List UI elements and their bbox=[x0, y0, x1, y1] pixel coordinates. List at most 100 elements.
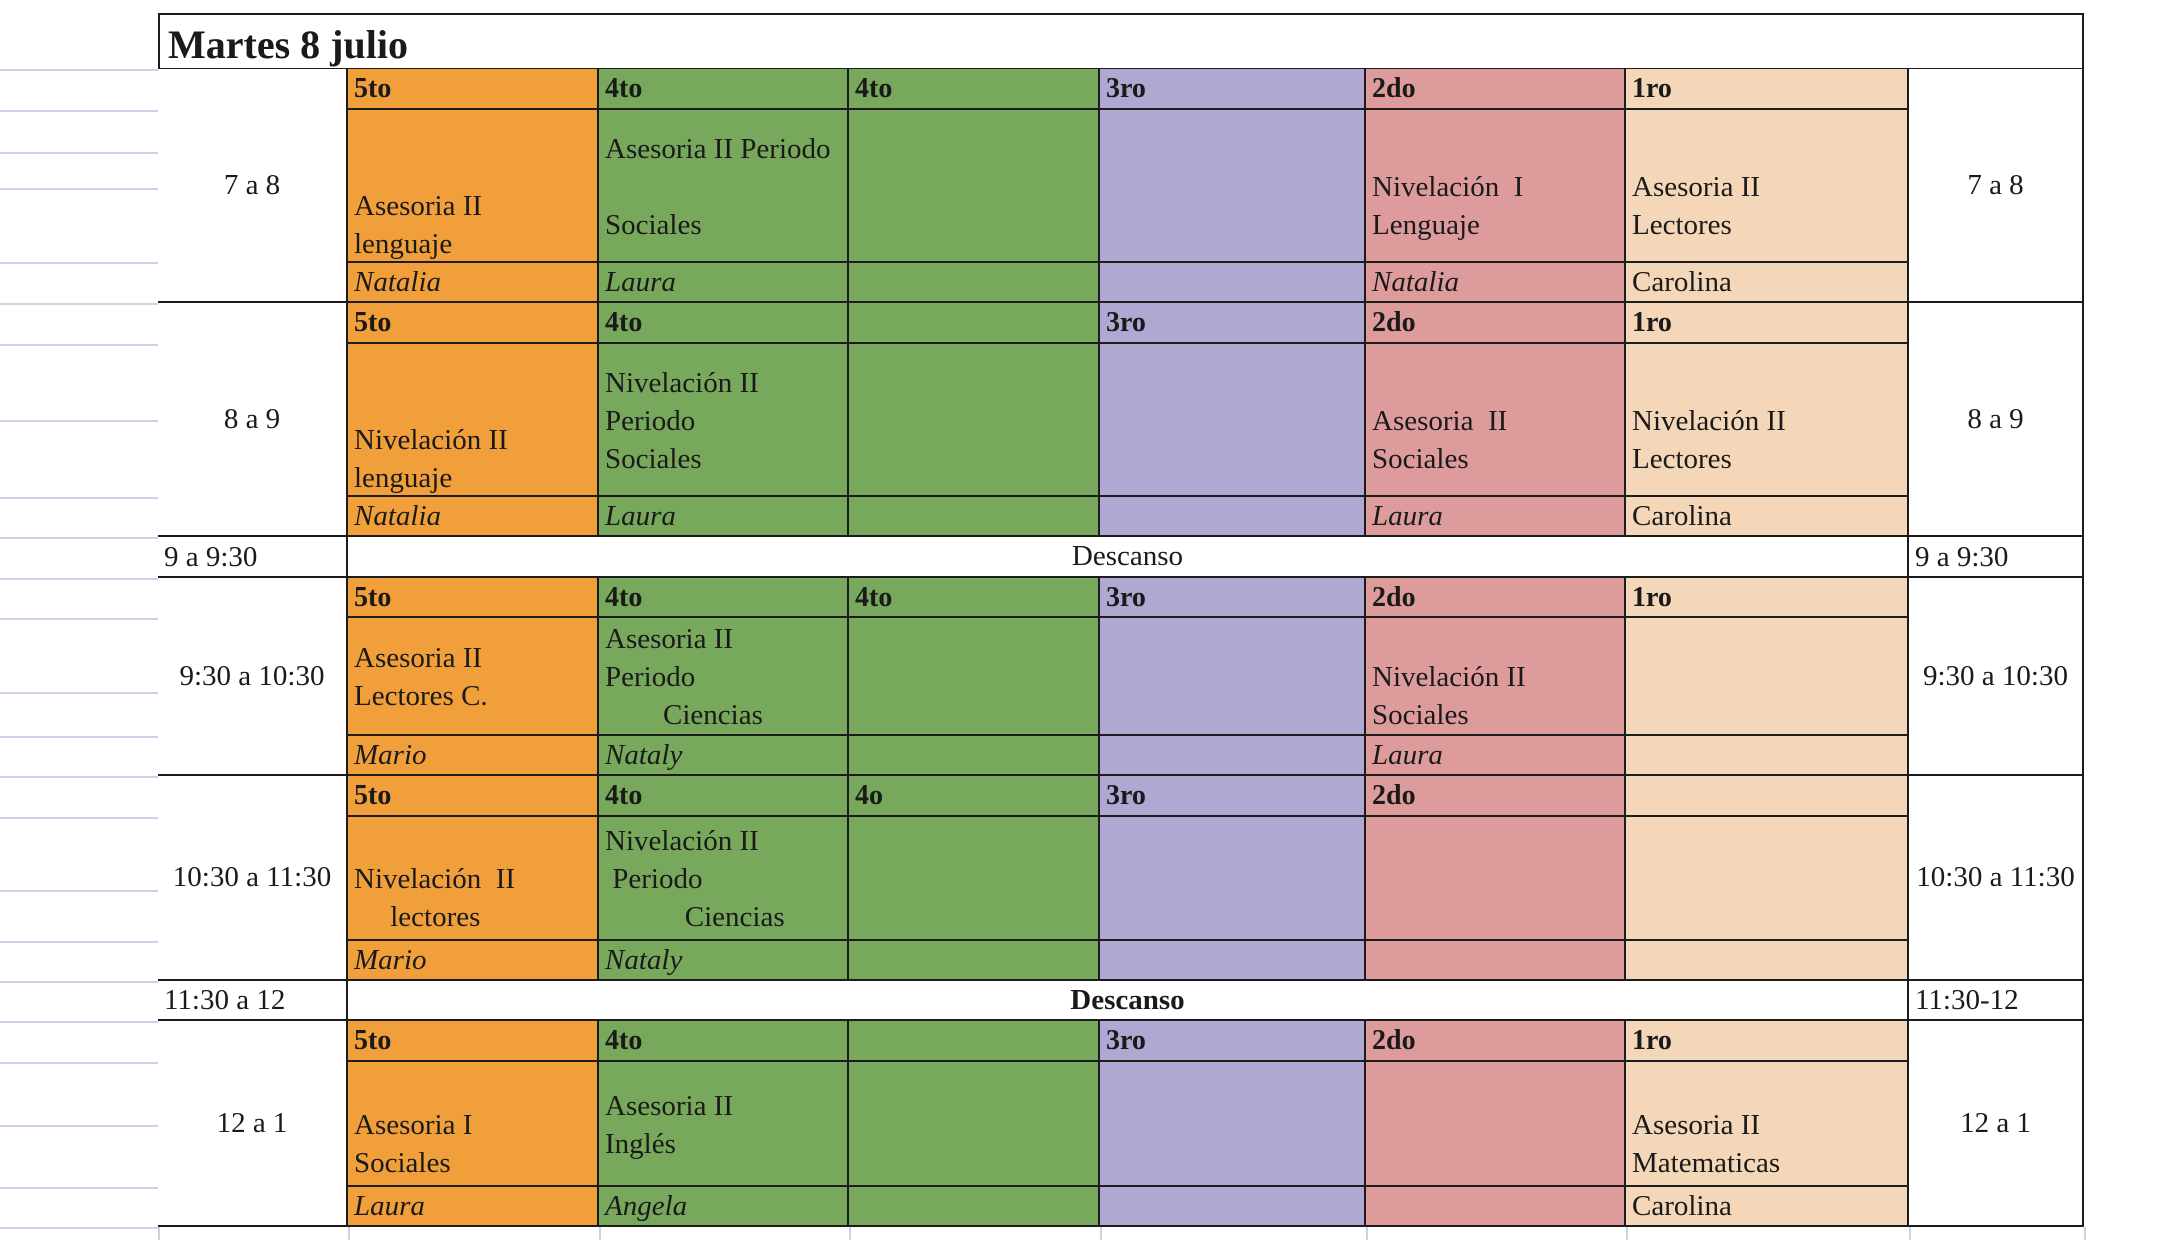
subject-cell: Nivelación II Periodo Ciencias bbox=[599, 817, 849, 941]
teacher-name: Natalia bbox=[348, 497, 599, 537]
gridline-v bbox=[849, 1227, 851, 1240]
gridline-v bbox=[348, 1227, 350, 1240]
time-slot-right: 7 a 8 bbox=[1909, 69, 2084, 303]
subject-line: Nivelación I bbox=[1372, 171, 1524, 203]
subject-cell: Asesoria II Lectores bbox=[1626, 110, 1909, 263]
teacher-name: Carolina bbox=[1626, 497, 1909, 537]
grade-label: 5to bbox=[348, 69, 599, 110]
time-slot-right: 12 a 1 bbox=[1909, 1021, 2084, 1227]
subject-line: Asesoria II bbox=[1632, 171, 1761, 203]
subject-cell: Asesoria I Sociales bbox=[348, 1062, 599, 1187]
subject-cell: Nivelación II Sociales bbox=[1366, 618, 1626, 736]
subject-cell bbox=[1626, 817, 1909, 941]
teacher-name bbox=[1626, 941, 1909, 981]
subject-line: Ciencias bbox=[605, 901, 785, 933]
break-time-label: 9 a 9:30 bbox=[164, 540, 258, 573]
subject-line: Nivelación II bbox=[1632, 405, 1786, 437]
subject-line: Lectores bbox=[1632, 209, 1732, 241]
teacher-name: Nataly bbox=[599, 736, 849, 776]
subject-line: Nivelación II bbox=[354, 863, 516, 895]
teacher-name: Laura bbox=[1366, 497, 1626, 537]
teacher-name: Carolina bbox=[1626, 1187, 1909, 1227]
break-time-left: 9 a 9:30 bbox=[158, 537, 348, 578]
subject-cell bbox=[849, 1062, 1100, 1187]
teacher-name bbox=[1100, 1187, 1366, 1227]
grade-label: 1ro bbox=[1626, 69, 1909, 110]
time-slot-left: 10:30 a 11:30 bbox=[158, 776, 348, 981]
subject-cell bbox=[849, 817, 1100, 941]
subject-line: Matematicas bbox=[1632, 1147, 1781, 1179]
subject-cell bbox=[1366, 1062, 1626, 1187]
subject-line bbox=[354, 345, 591, 383]
teacher-name: Laura bbox=[1366, 736, 1626, 776]
gridline bbox=[0, 1125, 158, 1127]
teacher-name bbox=[1100, 736, 1366, 776]
teacher-name bbox=[1626, 736, 1909, 776]
teacher-name: Natalia bbox=[1366, 263, 1626, 303]
teacher-name bbox=[1366, 1187, 1626, 1227]
teacher-name: Laura bbox=[599, 497, 849, 537]
subject-line: lenguaje bbox=[354, 228, 453, 260]
subject-line bbox=[354, 383, 591, 421]
gridline bbox=[0, 262, 158, 264]
time-slot-right: 9:30 a 10:30 bbox=[1909, 578, 2084, 776]
gridline-v bbox=[158, 1227, 160, 1240]
subject-line bbox=[354, 111, 591, 149]
break-time-left: 11:30 a 12 bbox=[158, 981, 348, 1021]
teacher-name: Mario bbox=[348, 736, 599, 776]
gridline bbox=[0, 736, 158, 738]
subject-line: Asesoria II Periodo bbox=[605, 133, 831, 165]
grade-label: 2do bbox=[1366, 578, 1626, 618]
gridline-v bbox=[2084, 1227, 2086, 1240]
page-title: Martes 8 julio bbox=[158, 13, 2084, 70]
subject-cell: Asesoria II Periodo Sociales bbox=[599, 110, 849, 263]
time-slot-right: 10:30 a 11:30 bbox=[1909, 776, 2084, 981]
grade-label bbox=[849, 1021, 1100, 1062]
subject-line bbox=[1372, 130, 1618, 168]
subject-line: Periodo bbox=[605, 863, 703, 895]
grade-label: 1ro bbox=[1626, 578, 1909, 618]
time-slot-left: 7 a 8 bbox=[158, 69, 348, 303]
subject-line bbox=[1372, 364, 1618, 402]
grade-label bbox=[849, 303, 1100, 344]
teacher-name bbox=[849, 263, 1100, 303]
subject-line bbox=[1632, 130, 1901, 168]
gridline bbox=[0, 344, 158, 346]
subject-line: Asesoria II bbox=[605, 1090, 734, 1122]
subject-cell bbox=[849, 110, 1100, 263]
teacher-name: Natalia bbox=[348, 263, 599, 303]
subject-cell: Asesoria II Lectores C. bbox=[348, 618, 599, 736]
subject-cell: Nivelación I Lenguaje bbox=[1366, 110, 1626, 263]
grade-label: 4to bbox=[599, 69, 849, 110]
subject-line: Inglés bbox=[605, 1128, 676, 1160]
gridline bbox=[0, 618, 158, 620]
subject-line bbox=[354, 1068, 591, 1106]
time-slot-left: 12 a 1 bbox=[158, 1021, 348, 1227]
subject-line: lenguaje bbox=[354, 462, 453, 494]
subject-cell: Asesoria II Periodo Ciencias bbox=[599, 618, 849, 736]
subject-line: Asesoria II bbox=[1632, 1109, 1761, 1141]
break-label: Descanso bbox=[348, 981, 1909, 1021]
grade-label: 4to bbox=[599, 578, 849, 618]
gridline-v bbox=[1100, 1227, 1102, 1240]
subject-line: Asesoria II bbox=[1372, 405, 1508, 437]
teacher-name bbox=[1100, 497, 1366, 537]
teacher-name bbox=[849, 736, 1100, 776]
gridline bbox=[0, 537, 158, 539]
gridline bbox=[0, 303, 158, 305]
grade-label: 4to bbox=[849, 578, 1100, 618]
grade-label: 2do bbox=[1366, 303, 1626, 344]
break-time-label: 9 a 9:30 bbox=[1915, 540, 2009, 573]
teacher-name: Laura bbox=[348, 1187, 599, 1227]
grade-label: 5to bbox=[348, 776, 599, 817]
subject-line: Periodo bbox=[605, 661, 696, 693]
subject-cell bbox=[1626, 618, 1909, 736]
subject-cell: Asesoria II Inglés bbox=[599, 1062, 849, 1187]
subject-line: Asesoria I bbox=[354, 1109, 473, 1141]
subject-cell: Nivelación II Lectores bbox=[1626, 344, 1909, 497]
subject-cell bbox=[849, 344, 1100, 497]
gridline-v bbox=[1366, 1227, 1368, 1240]
subject-line: Sociales bbox=[1372, 443, 1469, 475]
gridline bbox=[0, 1062, 158, 1064]
